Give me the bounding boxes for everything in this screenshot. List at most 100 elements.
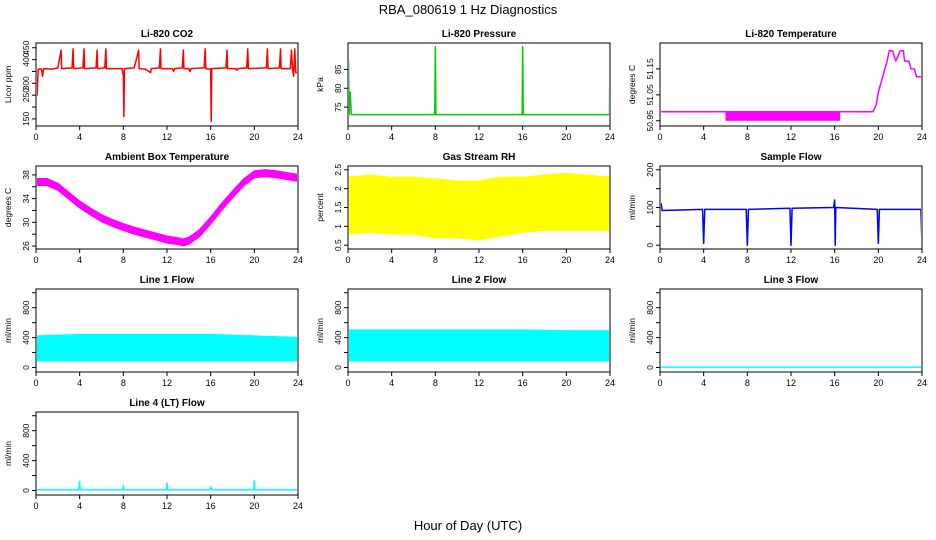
y-tick-label: 50.95 (645, 110, 655, 132)
x-tick-label: 4 (389, 132, 394, 142)
y-axis-label: percent (315, 193, 325, 222)
y-tick-label: 250 (21, 88, 31, 102)
y-tick-label: 400 (21, 52, 31, 66)
x-tick-label: 20 (873, 378, 883, 388)
x-tick-label: 4 (701, 255, 706, 265)
y-tick-label: 300 (21, 76, 31, 90)
x-tick-label: 0 (345, 132, 350, 142)
plot-frame (35, 42, 299, 127)
y-axis-label: ml/min (627, 195, 637, 220)
x-tick-label: 20 (249, 132, 259, 142)
x-tick-label: 4 (389, 378, 394, 388)
x-tick-label: 20 (561, 378, 571, 388)
y-tick-label: 1 (333, 224, 343, 229)
y-tick-label: 0.5 (333, 239, 343, 251)
x-tick-label: 8 (433, 378, 438, 388)
panel-7: Line 1 Flow 0 4 8 12 16 20 24 0 400 800 ml/min (3, 275, 303, 388)
x-tick-label: 12 (786, 132, 796, 142)
x-tick-label: 12 (474, 378, 484, 388)
plot-frame (347, 42, 611, 127)
y-tick-label: 75 (333, 102, 343, 112)
y-axis-label: degrees C (627, 65, 637, 104)
y-axis-label: ml/min (315, 318, 325, 343)
panel-title: Line 2 Flow (452, 275, 507, 286)
y-tick-label: 0 (333, 365, 343, 370)
panel-3: Li-820 Temperature 0 4 8 12 16 20 24 50.95 51.05 5… (627, 29, 927, 142)
y-tick-label: 400 (21, 453, 31, 467)
x-tick-label: 0 (657, 132, 662, 142)
y-tick-label: 80 (333, 83, 343, 93)
plot-data (661, 50, 921, 121)
x-tick-label: 12 (162, 378, 172, 388)
y-tick-label: 150 (21, 112, 31, 126)
y-tick-label: 51.15 (645, 58, 655, 80)
panel-9: Line 3 Flow 0 4 8 12 16 20 24 0 400 800 ml/min (627, 275, 927, 388)
panel-title: Line 4 (LT) Flow (129, 398, 205, 409)
y-axis-label: degrees C (3, 188, 13, 227)
x-tick-label: 0 (345, 255, 350, 265)
x-tick-label: 8 (121, 378, 126, 388)
panel-title: Li-820 Pressure (442, 29, 517, 40)
x-tick-label: 20 (561, 255, 571, 265)
y-tick-label: 800 (21, 423, 31, 437)
x-tick-label: 16 (518, 378, 528, 388)
x-axis-label: Hour of Day (UTC) (413, 518, 523, 533)
series-line (661, 199, 921, 246)
panel-title: Ambient Box Temperature (105, 152, 230, 163)
x-tick-label: 12 (786, 255, 796, 265)
x-tick-label: 8 (121, 255, 126, 265)
x-tick-label: 24 (605, 132, 615, 142)
panel-title: Gas Stream RH (443, 152, 516, 163)
y-tick-label: 800 (645, 300, 655, 314)
y-tick-label: 85 (333, 64, 343, 74)
plot-data (661, 199, 921, 246)
x-tick-label: 4 (701, 132, 706, 142)
x-tick-label: 24 (605, 378, 615, 388)
y-tick-label: 400 (645, 330, 655, 344)
page-title: RBA_080619 1 Hz Diagnostics (378, 2, 558, 17)
panel-title: Line 3 Flow (764, 275, 819, 286)
x-tick-label: 0 (657, 255, 662, 265)
x-tick-label: 8 (433, 255, 438, 265)
x-tick-label: 24 (293, 132, 303, 142)
y-tick-label: 2.5 (333, 164, 343, 176)
x-tick-label: 8 (433, 132, 438, 142)
panel-6: Sample Flow 0 4 8 12 16 20 24 0 100 200 ml/min (627, 152, 927, 265)
x-tick-label: 16 (206, 378, 216, 388)
y-tick-label: 400 (21, 330, 31, 344)
x-tick-label: 0 (657, 378, 662, 388)
y-tick-label: 200 (645, 162, 655, 176)
y-tick-label: 0 (645, 243, 655, 248)
noise-band (725, 111, 841, 121)
panel-title: Line 1 Flow (140, 275, 195, 286)
y-tick-label: 450 (21, 40, 31, 54)
x-tick-label: 16 (830, 255, 840, 265)
x-tick-label: 24 (605, 255, 615, 265)
x-tick-label: 8 (121, 501, 126, 511)
y-tick-label: 38 (21, 170, 31, 180)
plot-data (37, 169, 297, 247)
series-area (37, 169, 297, 247)
y-axis-label: Licor ppm (3, 66, 13, 103)
series-area (349, 329, 609, 362)
x-tick-label: 0 (33, 255, 38, 265)
x-tick-label: 16 (206, 255, 216, 265)
panel-8: Line 2 Flow 0 4 8 12 16 20 24 0 400 800 ml/min (315, 275, 615, 388)
y-tick-label: 0 (645, 365, 655, 370)
y-tick-label: 400 (333, 330, 343, 344)
y-tick-label: 30 (21, 217, 31, 227)
x-tick-label: 0 (345, 378, 350, 388)
x-tick-label: 16 (206, 501, 216, 511)
x-tick-label: 16 (830, 378, 840, 388)
x-tick-label: 20 (561, 132, 571, 142)
x-tick-label: 8 (745, 132, 750, 142)
series-line (37, 480, 297, 491)
plot-data (349, 329, 609, 362)
x-tick-label: 4 (389, 255, 394, 265)
x-tick-label: 24 (917, 255, 927, 265)
x-tick-label: 8 (121, 132, 126, 142)
x-tick-label: 20 (249, 378, 259, 388)
y-axis-label: ml/min (3, 441, 13, 466)
